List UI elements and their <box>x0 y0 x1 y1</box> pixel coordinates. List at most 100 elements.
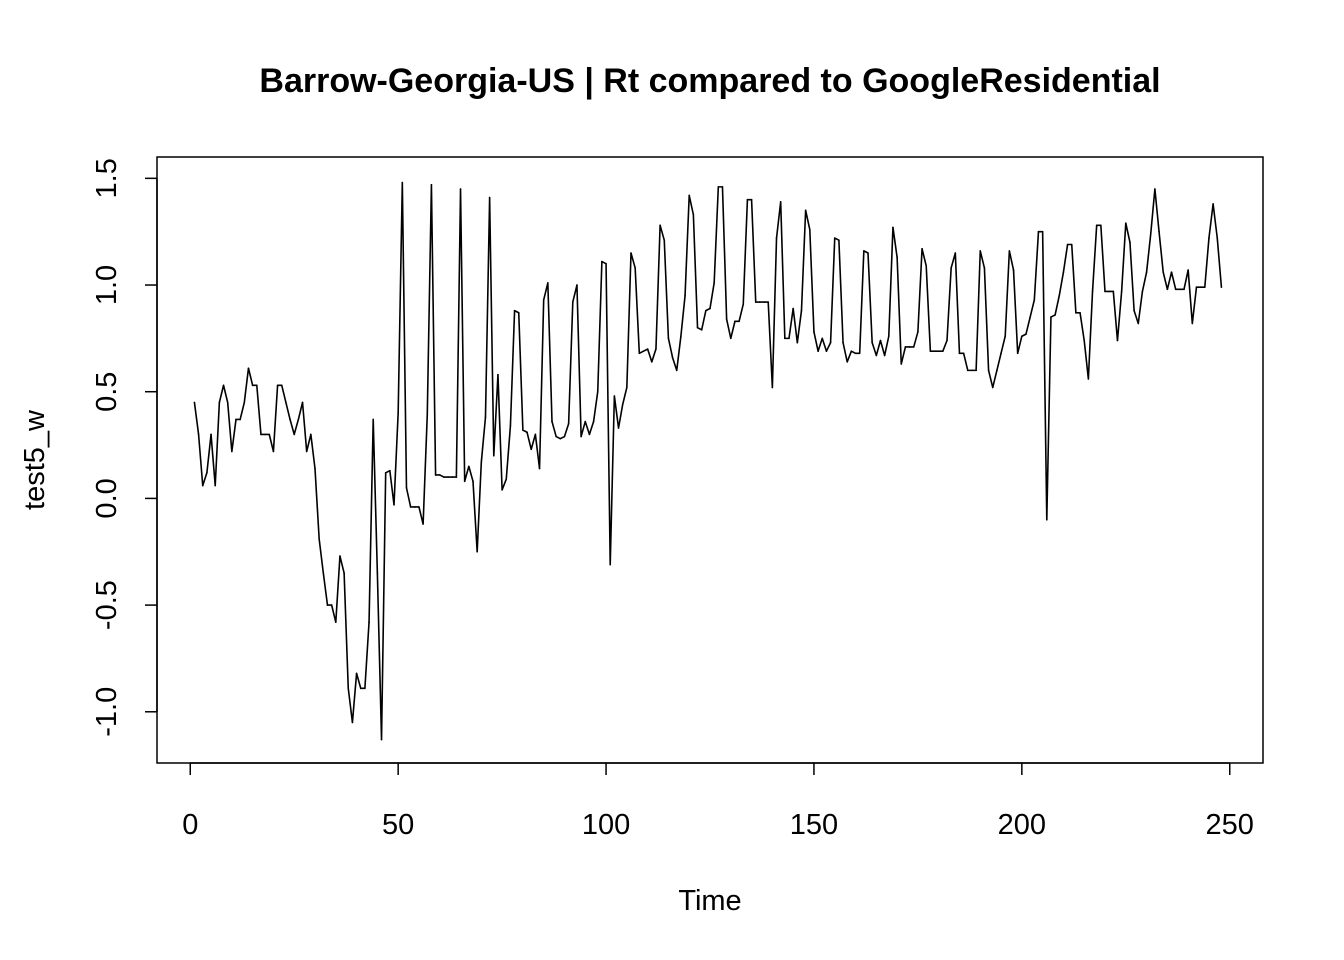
data-point <box>983 267 986 269</box>
y-tick-label: 1.0 <box>91 265 123 305</box>
data-point <box>996 369 998 372</box>
data-point <box>301 401 304 404</box>
data-point <box>243 401 246 404</box>
data-point <box>547 282 549 284</box>
data-point <box>1016 352 1019 355</box>
data-point <box>626 386 628 389</box>
data-point <box>717 186 720 188</box>
plot-frame <box>156 156 1264 764</box>
data-point <box>297 418 300 421</box>
data-point <box>842 341 844 344</box>
data-point <box>613 395 616 397</box>
data-point <box>1041 230 1044 233</box>
data-point <box>675 369 678 372</box>
data-point <box>260 433 262 436</box>
data-point <box>763 301 765 303</box>
data-point <box>634 267 636 269</box>
data-point <box>1166 288 1169 291</box>
data-point <box>912 346 915 348</box>
data-point <box>1124 222 1127 224</box>
data-point <box>418 506 420 508</box>
data-point <box>226 401 229 404</box>
data-point <box>808 228 811 231</box>
data-point <box>800 309 803 312</box>
data-point <box>1091 290 1094 293</box>
data-point <box>601 260 603 263</box>
data-point <box>330 604 333 606</box>
data-point <box>779 201 782 203</box>
y-axis: -1.0 -0.5 0.0 0.5 1.0 1.5 <box>91 158 158 737</box>
data-point <box>958 352 961 355</box>
data-point <box>609 563 612 566</box>
data-point <box>1050 316 1052 318</box>
data-point <box>1000 352 1002 355</box>
data-point <box>813 331 815 333</box>
x-tick-label: 0 <box>182 809 198 841</box>
data-point <box>1104 290 1106 293</box>
data-point <box>380 738 383 741</box>
data-point <box>1195 286 1198 288</box>
data-point <box>1199 286 1202 288</box>
data-point <box>858 352 861 355</box>
data-point <box>1070 243 1073 246</box>
data-point <box>517 311 520 314</box>
data-point <box>1203 286 1206 288</box>
data-point <box>1154 188 1156 190</box>
data-point <box>966 369 969 372</box>
data-point <box>729 337 732 340</box>
data-points <box>193 181 1223 741</box>
data-point <box>684 294 686 297</box>
data-point <box>1025 333 1027 335</box>
data-point <box>443 476 445 478</box>
data-point <box>422 523 424 525</box>
data-point <box>1212 203 1214 205</box>
data-point <box>509 425 512 427</box>
data-point <box>468 465 470 468</box>
data-point <box>451 476 454 478</box>
data-point <box>322 572 325 574</box>
data-point <box>334 621 337 623</box>
data-point <box>825 350 828 352</box>
data-point <box>505 478 508 481</box>
data-point <box>389 469 391 472</box>
data-point <box>1037 230 1040 233</box>
data-point <box>255 384 258 387</box>
data-point <box>1108 290 1110 293</box>
data-point <box>563 435 566 438</box>
data-point <box>351 721 354 724</box>
data-point <box>767 301 770 303</box>
data-point <box>742 303 745 306</box>
data-point <box>617 427 620 429</box>
data-point <box>1033 299 1036 301</box>
data-point <box>1004 335 1007 338</box>
data-point <box>1116 339 1119 342</box>
data-point <box>817 350 819 352</box>
data-point <box>276 384 279 387</box>
data-point <box>235 418 237 421</box>
data-point <box>954 252 957 254</box>
data-point <box>863 250 865 252</box>
data-point <box>680 335 682 338</box>
data-point <box>929 350 932 352</box>
data-point <box>484 416 487 419</box>
data-point <box>1012 269 1015 271</box>
data-point <box>838 239 840 242</box>
data-point <box>754 301 757 303</box>
data-point <box>480 461 483 463</box>
data-point <box>347 687 350 690</box>
data-point <box>937 350 940 352</box>
data-point <box>655 348 657 350</box>
data-point <box>447 476 449 478</box>
data-point <box>264 433 266 436</box>
data-point <box>501 489 503 491</box>
data-point <box>638 352 641 355</box>
data-point <box>854 352 857 355</box>
data-point <box>630 252 632 254</box>
data-point <box>1045 518 1048 521</box>
data-point <box>1216 237 1219 239</box>
data-point <box>384 472 387 474</box>
data-point <box>430 183 433 186</box>
data-point <box>650 361 653 363</box>
data-point <box>771 386 774 389</box>
